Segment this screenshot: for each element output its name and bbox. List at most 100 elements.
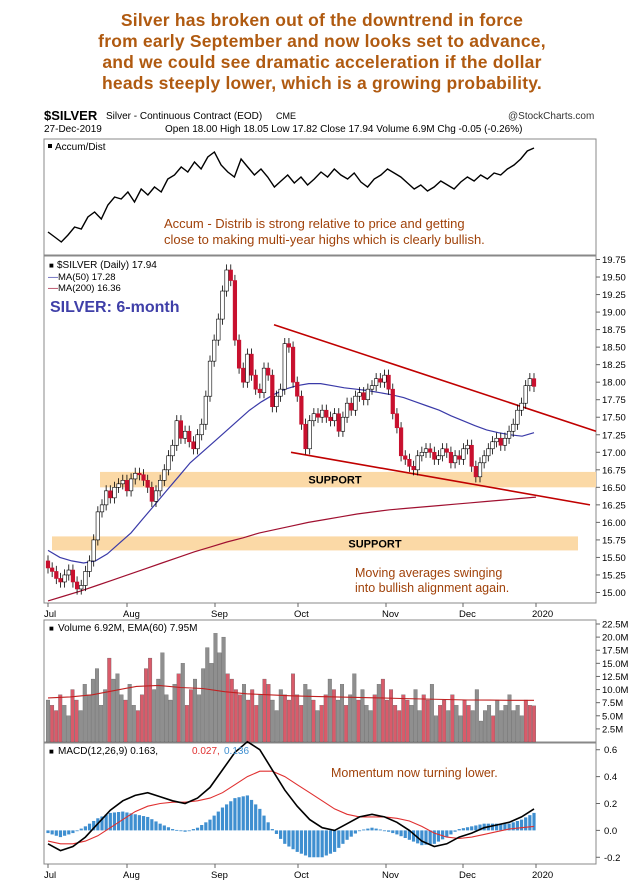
volume-bar <box>188 689 193 743</box>
macd-x-tick-label: Nov <box>382 870 399 881</box>
candle-body <box>220 290 225 320</box>
volume-bar <box>58 694 63 743</box>
volume-bar <box>46 699 50 743</box>
volume-y-tick-label: 17.5M <box>602 646 628 657</box>
volume-y-tick-label: 5.0M <box>602 711 623 722</box>
volume-bar <box>213 631 218 743</box>
volume-y-tick-label: 12.5M <box>602 672 628 683</box>
volume-bar <box>389 689 394 743</box>
macd-annotation: Momentum now turning lower. <box>331 766 498 780</box>
macd-histogram-bar <box>279 830 283 839</box>
macd-histogram-bar <box>158 823 162 831</box>
macd-histogram-bar <box>104 814 108 831</box>
candle-body <box>457 455 462 460</box>
macd-histogram-bar <box>108 812 112 831</box>
volume-bar <box>258 694 263 743</box>
candle-body <box>523 385 528 404</box>
accum-dist-legend-bg <box>45 140 115 152</box>
macd-histogram-bar <box>432 830 436 844</box>
volume-bar <box>90 678 95 743</box>
candle-body <box>79 585 84 590</box>
macd-histogram-bar <box>63 830 67 836</box>
macd-histogram-bar <box>478 824 482 831</box>
volume-bar <box>466 705 471 743</box>
macd-histogram-bar <box>457 829 461 831</box>
macd-histogram-bar <box>453 830 457 832</box>
macd-histogram-bar <box>399 830 403 837</box>
macd-signal-line <box>47 770 535 845</box>
candle-body <box>502 437 508 446</box>
volume-bar <box>131 705 136 743</box>
volume-bar <box>515 705 520 743</box>
volume-bar <box>458 715 463 743</box>
volume-bar <box>397 710 402 743</box>
volume-bar <box>156 678 161 743</box>
volume-bar <box>344 705 349 743</box>
volume-bar <box>327 678 332 743</box>
volume-bar <box>438 705 443 743</box>
price-y-tick-label: 18.00 <box>602 378 626 389</box>
volume-bar <box>495 699 500 743</box>
volume-bar <box>295 694 300 743</box>
candle-body <box>394 413 400 429</box>
volume-bar <box>144 668 148 743</box>
macd-histogram-bar <box>328 830 333 854</box>
candle-body <box>440 448 445 457</box>
volume-bar <box>123 699 128 743</box>
macd-panel <box>43 742 597 865</box>
candle-body <box>116 483 121 488</box>
candle-body <box>461 448 466 460</box>
candle-body <box>482 455 487 464</box>
macd-x-tick-label: Oct <box>294 870 309 881</box>
candle-body <box>62 574 67 583</box>
macd-histogram-bar <box>445 830 449 838</box>
volume-bar <box>217 652 222 743</box>
volume-legend-swatch: ■ <box>49 624 54 633</box>
candle-body <box>415 455 420 471</box>
candle-body <box>328 416 333 422</box>
candle-body <box>99 504 105 513</box>
accum-dist-annotation-line: close to making multi-year highs which i… <box>164 232 485 247</box>
volume-bar <box>54 710 59 743</box>
volume-bar <box>119 694 124 743</box>
macd-histogram-bar <box>515 820 519 831</box>
macd-histogram-bar <box>441 830 445 840</box>
macd-histogram-bar <box>249 799 254 831</box>
volume-bar <box>193 678 197 743</box>
macd-histogram-bar <box>362 829 366 831</box>
macd-histogram-bar <box>503 823 507 831</box>
macd-y-tick-label: 0.0 <box>604 826 617 837</box>
volume-bar <box>336 699 340 743</box>
volume-legend-label: Volume 6.92M, EMA(60) 7.95M <box>58 623 198 634</box>
candle-body <box>324 409 329 418</box>
macd-histogram-bar <box>112 812 117 831</box>
price-y-tick-label: 15.00 <box>602 588 626 599</box>
candle-body <box>141 474 146 481</box>
volume-bar <box>152 689 157 743</box>
candle-body <box>282 343 287 390</box>
macd-histogram-bar <box>337 830 341 848</box>
macd-x-tick-label: Aug <box>123 870 140 881</box>
volume-bar <box>180 663 185 743</box>
accum-dist-title: Accum/Dist <box>55 142 106 153</box>
price-y-tick-label: 17.50 <box>602 413 626 424</box>
macd-histogram-bar <box>528 815 532 831</box>
macd-y-tick-label: 0.4 <box>604 772 617 783</box>
accum-dist-line <box>47 147 535 243</box>
macd-histogram-bar <box>333 830 337 852</box>
macd-histogram-bar <box>474 825 478 831</box>
headline-line: Silver has broken out of the downtrend i… <box>120 10 524 30</box>
candle-body <box>477 462 483 478</box>
volume-bar <box>148 657 153 743</box>
source-credit: @StockCharts.com <box>508 111 595 122</box>
volume-bar <box>462 699 467 743</box>
macd-histogram-bar <box>424 830 428 845</box>
candle-body <box>465 444 470 450</box>
volume-bar <box>331 689 336 743</box>
macd-histogram-bar <box>208 819 212 831</box>
volume-bar <box>348 694 353 743</box>
volume-bar <box>197 694 202 743</box>
volume-bar <box>364 705 369 743</box>
candle-body <box>270 374 275 408</box>
volume-bar <box>454 705 459 743</box>
